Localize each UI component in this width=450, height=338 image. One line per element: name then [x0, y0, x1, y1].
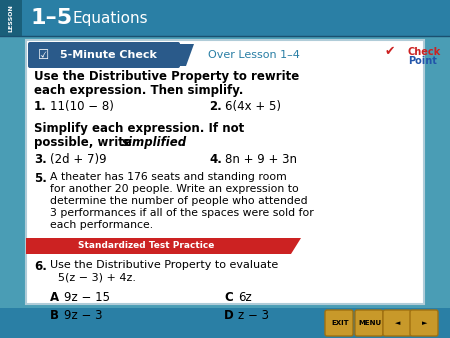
FancyBboxPatch shape	[355, 310, 383, 336]
Bar	[0, 0, 450, 36]
Text: 5-Minute Check: 5-Minute Check	[59, 50, 157, 60]
Text: 9z − 3: 9z − 3	[64, 309, 103, 322]
Text: z − 3: z − 3	[238, 309, 269, 322]
Text: 6z: 6z	[238, 291, 252, 304]
Text: possible, write: possible, write	[34, 136, 136, 149]
Text: 8n + 9 + 3n: 8n + 9 + 3n	[225, 153, 297, 166]
Text: ✔: ✔	[385, 46, 395, 58]
Bar	[0, 0, 22, 36]
Text: 5(z − 3) + 4z.: 5(z − 3) + 4z.	[58, 273, 136, 283]
Text: 1.: 1.	[34, 100, 47, 113]
FancyBboxPatch shape	[383, 310, 411, 336]
Text: simplified: simplified	[122, 136, 187, 149]
Text: Use the Distributive Property to rewrite: Use the Distributive Property to rewrite	[34, 70, 299, 83]
Text: Simplify each expression. If not: Simplify each expression. If not	[34, 122, 244, 135]
Text: Check: Check	[408, 47, 441, 57]
Polygon shape	[178, 44, 194, 66]
Text: for another 20 people. Write an expression to: for another 20 people. Write an expressi…	[50, 184, 299, 194]
Bar	[26, 238, 286, 254]
Text: 9z − 15: 9z − 15	[64, 291, 110, 304]
Bar	[26, 40, 424, 304]
Text: 6.: 6.	[34, 260, 47, 273]
Text: 5.: 5.	[34, 172, 47, 185]
Text: EXIT: EXIT	[331, 320, 349, 326]
Text: .: .	[181, 136, 185, 149]
FancyBboxPatch shape	[28, 42, 180, 68]
Text: A: A	[50, 291, 59, 304]
Text: Point: Point	[408, 56, 437, 66]
Text: each expression. Then simplify.: each expression. Then simplify.	[34, 84, 243, 97]
Text: 6(4x + 5): 6(4x + 5)	[225, 100, 281, 113]
Text: 11(10 − 8): 11(10 − 8)	[50, 100, 114, 113]
Text: Over Lesson 1–4: Over Lesson 1–4	[208, 50, 300, 60]
FancyBboxPatch shape	[410, 310, 438, 336]
Text: Equations: Equations	[73, 10, 148, 25]
Bar	[0, 308, 450, 338]
Text: A theater has 176 seats and standing room: A theater has 176 seats and standing roo…	[50, 172, 287, 182]
Text: ◄: ◄	[395, 320, 400, 326]
Text: ☑: ☑	[38, 48, 50, 62]
Text: (2d + 7)9: (2d + 7)9	[50, 153, 107, 166]
Text: 3 performances if all of the spaces were sold for: 3 performances if all of the spaces were…	[50, 208, 314, 218]
Text: B: B	[50, 309, 59, 322]
Text: Use the Distributive Property to evaluate: Use the Distributive Property to evaluat…	[50, 260, 278, 270]
Text: D: D	[224, 309, 234, 322]
Text: 1–5: 1–5	[31, 8, 73, 28]
FancyBboxPatch shape	[325, 310, 353, 336]
Text: MENU: MENU	[359, 320, 382, 326]
Text: 2.: 2.	[209, 100, 222, 113]
Text: ►: ►	[422, 320, 427, 326]
Polygon shape	[286, 238, 301, 254]
Text: determine the number of people who attended: determine the number of people who atten…	[50, 196, 308, 206]
Text: each performance.: each performance.	[50, 220, 153, 230]
Text: 3.: 3.	[34, 153, 47, 166]
Text: 4.: 4.	[209, 153, 222, 166]
Text: Standardized Test Practice: Standardized Test Practice	[78, 241, 214, 250]
Text: LESSON: LESSON	[9, 4, 13, 32]
Text: C: C	[224, 291, 233, 304]
